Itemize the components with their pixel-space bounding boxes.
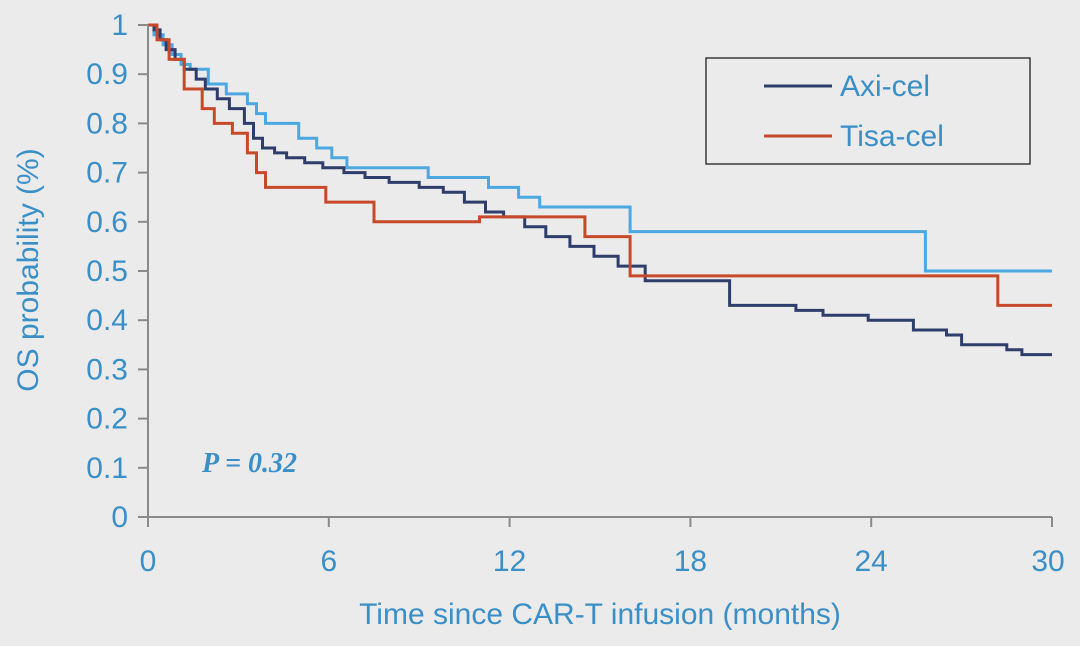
y-tick-label: 0.9 [86,58,128,91]
y-tick-label: 0.6 [86,206,128,239]
legend-label-axi-cel: Axi-cel [840,70,930,103]
legend-box [705,57,1031,165]
y-tick-label: 0 [111,501,128,534]
x-tick-label: 18 [674,545,707,578]
y-tick-label: 0.3 [86,353,128,386]
x-tick-label: 30 [1031,545,1064,578]
y-axis-title: OS probability (%) [12,148,45,391]
y-ticks: 0 0.1 0.2 0.3 0.4 0.5 0.6 0.7 0.8 0.9 1 [86,9,148,534]
x-tick-label: 6 [320,545,337,578]
x-tick-label: 12 [493,545,526,578]
legend-label-tisa-cel: Tisa-cel [840,120,944,153]
series-line-tisa-cel [148,23,1052,307]
y-tick-label: 0.2 [86,403,128,436]
x-ticks: 0 6 12 18 24 30 [140,517,1065,578]
y-tick-label: 0.4 [86,304,128,337]
plot-lines [148,23,1052,357]
legend: Axi-cel Tisa-cel [705,57,1031,165]
x-tick-label: 0 [140,545,157,578]
series-line-axi-cel [148,23,1052,357]
series-line-unlabeled [148,23,1052,273]
y-tick-label: 1 [111,9,128,42]
y-tick-label: 0.1 [86,452,128,485]
y-tick-label: 0.8 [86,107,128,140]
x-tick-label: 24 [855,545,888,578]
x-axis-title: Time since CAR-T infusion (months) [359,598,841,631]
p-value-annotation: P = 0.32 [201,448,297,479]
y-tick-label: 0.7 [86,157,128,190]
y-tick-label: 0.5 [86,255,128,288]
